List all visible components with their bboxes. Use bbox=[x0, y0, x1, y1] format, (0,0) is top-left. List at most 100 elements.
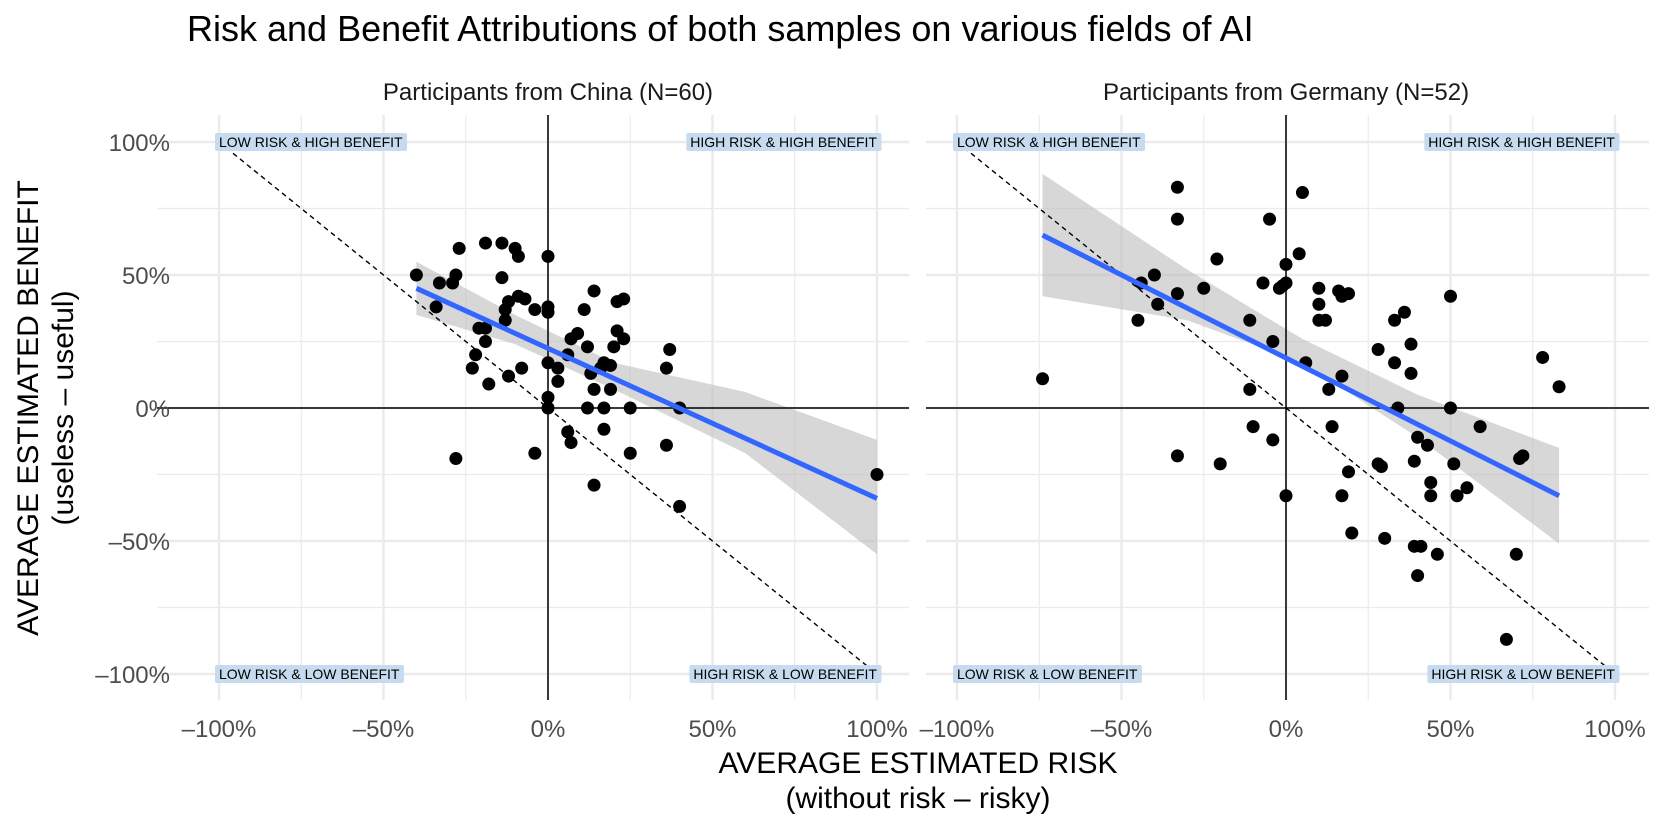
data-point bbox=[1243, 382, 1257, 396]
data-point bbox=[1404, 366, 1418, 380]
quadrant-label-top-right: HIGH RISK & HIGH BENEFIT bbox=[1424, 133, 1620, 151]
x-axis-subtitle: (without risk – risky) bbox=[785, 782, 1050, 815]
data-point bbox=[1256, 276, 1270, 290]
data-point bbox=[1509, 547, 1523, 561]
x-tick-label: 0% bbox=[1269, 716, 1304, 743]
quadrant-label-text: LOW RISK & HIGH BENEFIT bbox=[957, 134, 1141, 150]
data-point bbox=[1266, 335, 1280, 348]
data-point bbox=[1170, 180, 1184, 194]
data-point bbox=[551, 361, 565, 375]
quadrant-label-box bbox=[1427, 665, 1620, 683]
points-germany bbox=[1036, 180, 1566, 646]
data-point bbox=[1036, 372, 1050, 386]
data-point bbox=[1345, 526, 1359, 540]
data-point bbox=[482, 377, 496, 391]
data-point bbox=[528, 446, 542, 460]
quadrant-label-text: HIGH RISK & HIGH BENEFIT bbox=[690, 134, 877, 150]
data-point bbox=[1450, 489, 1464, 503]
x-tick-label: 50% bbox=[1426, 716, 1474, 743]
y-axis-ticks: 100% 50% 0% –50% –100% bbox=[95, 130, 170, 689]
data-point bbox=[1447, 457, 1461, 471]
diagonal-reference-line bbox=[956, 141, 1616, 675]
data-point bbox=[528, 303, 542, 317]
y-tick-label: –100% bbox=[95, 662, 170, 689]
data-point bbox=[663, 342, 677, 356]
data-point bbox=[587, 478, 601, 492]
data-point bbox=[1151, 297, 1165, 311]
data-point bbox=[1131, 313, 1145, 327]
quadrant-label-bottom-left: LOW RISK & LOW BENEFIT bbox=[215, 665, 404, 683]
data-point bbox=[1197, 281, 1211, 295]
data-point bbox=[623, 446, 637, 460]
data-point bbox=[1342, 465, 1356, 479]
data-point bbox=[518, 292, 532, 306]
fit-line-china bbox=[415, 286, 879, 501]
x-axis-ticks: –100% –50% 0% 50% 100% –100% –50% 0% 50% 100% bbox=[182, 716, 1646, 743]
data-point bbox=[551, 374, 565, 388]
quadrant-label-box bbox=[1424, 133, 1620, 151]
diagonal-reference-germany bbox=[956, 141, 1616, 675]
data-point bbox=[478, 236, 492, 250]
quadrant-label-box bbox=[689, 665, 882, 683]
data-point bbox=[1444, 289, 1457, 303]
quadrant-label-text: LOW RISK & LOW BENEFIT bbox=[957, 666, 1138, 682]
data-point bbox=[429, 300, 443, 314]
data-point bbox=[1536, 350, 1550, 364]
data-point bbox=[1263, 212, 1277, 226]
data-point bbox=[1473, 420, 1487, 434]
data-point bbox=[1279, 276, 1293, 290]
data-point bbox=[1342, 287, 1356, 301]
data-point bbox=[1295, 186, 1309, 200]
data-point bbox=[541, 401, 555, 415]
quadrant-label-text: HIGH RISK & HIGH BENEFIT bbox=[1428, 134, 1615, 150]
x-tick-label: –50% bbox=[1091, 716, 1152, 743]
data-point bbox=[478, 335, 492, 348]
zero-axes-germany bbox=[926, 115, 1649, 700]
data-point bbox=[1499, 632, 1513, 646]
data-point bbox=[673, 499, 687, 513]
quadrant-label-text: LOW RISK & HIGH BENEFIT bbox=[219, 134, 403, 150]
data-point bbox=[561, 425, 575, 439]
data-point bbox=[659, 361, 673, 375]
data-point bbox=[617, 292, 631, 306]
data-point bbox=[515, 361, 529, 375]
quadrant-label-text: HIGH RISK & LOW BENEFIT bbox=[1431, 666, 1615, 682]
quadrant-label-box bbox=[215, 133, 408, 151]
x-tick-label: 50% bbox=[688, 716, 736, 743]
x-tick-label: 100% bbox=[846, 716, 907, 743]
data-point bbox=[1460, 481, 1474, 495]
x-tick-label: 0% bbox=[531, 716, 566, 743]
data-point bbox=[623, 401, 637, 415]
data-point bbox=[1312, 281, 1326, 295]
quadrant-labels-china: LOW RISK & HIGH BENEFIT HIGH RISK & HIGH … bbox=[215, 133, 882, 683]
quadrant-label-box bbox=[686, 133, 882, 151]
data-point bbox=[1424, 489, 1438, 503]
data-point bbox=[478, 321, 492, 335]
data-point bbox=[1552, 380, 1566, 394]
x-tick-label: 100% bbox=[1584, 716, 1645, 743]
quadrant-label-box bbox=[215, 665, 404, 683]
data-point bbox=[1246, 420, 1260, 434]
data-point bbox=[1420, 438, 1434, 452]
data-point bbox=[495, 271, 509, 285]
data-point bbox=[659, 438, 673, 452]
x-tick-label: –50% bbox=[353, 716, 414, 743]
y-axis-title: AVERAGE ESTIMATED BENEFIT bbox=[12, 180, 45, 636]
confidence-band bbox=[416, 261, 877, 555]
data-point bbox=[1374, 460, 1388, 474]
data-point bbox=[604, 382, 618, 396]
quadrant-label-bottom-left: LOW RISK & LOW BENEFIT bbox=[953, 665, 1142, 683]
data-point bbox=[469, 348, 483, 362]
fit-line-germany bbox=[1041, 232, 1561, 499]
data-point bbox=[495, 236, 509, 250]
data-point bbox=[511, 249, 525, 263]
data-point bbox=[541, 305, 555, 319]
panel-title-china: Participants from China (N=60) bbox=[383, 79, 713, 106]
zero-axes-china bbox=[157, 115, 909, 700]
data-point bbox=[587, 382, 601, 396]
data-point bbox=[1170, 449, 1184, 463]
panel-germany: Participants from Germany (N=52) LOW RIS… bbox=[926, 79, 1649, 700]
data-point bbox=[1414, 539, 1428, 553]
data-point bbox=[577, 303, 591, 317]
data-point bbox=[502, 369, 516, 383]
